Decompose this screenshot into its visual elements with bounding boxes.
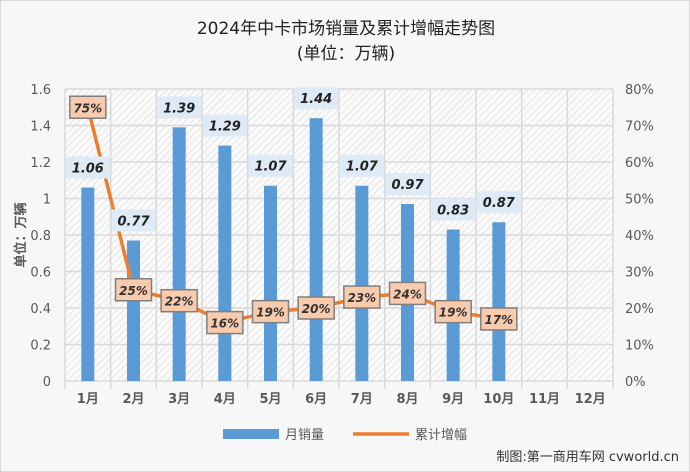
legend-bar-swatch [223, 429, 279, 439]
y-left-tick: 0 [43, 375, 51, 390]
bar-label: 0.97 [391, 178, 424, 193]
y-left-tick: 1 [43, 193, 51, 208]
y-left-tick: 1.6 [30, 83, 51, 98]
line-label: 22% [165, 295, 194, 309]
bar-label-box [476, 191, 521, 214]
bar [355, 185, 369, 381]
chart-title: 2024年中卡市场销量及累计增幅走势图 [196, 19, 496, 39]
bar-label-box [431, 198, 476, 221]
bar-label: 1.07 [346, 160, 379, 175]
bar-label-box [248, 154, 293, 177]
line-label-box [160, 288, 198, 313]
x-tick: 1月 [77, 392, 99, 407]
x-tick: 5月 [259, 392, 281, 407]
line-label: 75% [73, 101, 102, 115]
chart-subtitle: (单位：万辆) [296, 44, 396, 64]
line-label: 19% [256, 306, 285, 320]
bar-label: 1.39 [163, 101, 195, 116]
y-left-tick: 1.2 [30, 156, 51, 171]
line-label: 19% [439, 306, 468, 320]
bar [492, 222, 506, 381]
bar-label: 1.06 [72, 162, 104, 177]
legend-bar-label: 月销量 [285, 428, 324, 443]
bar [218, 145, 232, 381]
line-label-box [297, 296, 335, 320]
bar-label-box [111, 209, 156, 232]
line-label: 16% [210, 317, 239, 331]
legend-line-label: 累计增幅 [415, 428, 467, 443]
x-tick: 10月 [483, 392, 514, 407]
x-tick: 7月 [351, 392, 373, 407]
bar [172, 127, 186, 381]
y-right-tick: 30% [625, 266, 654, 281]
line-label-box [114, 278, 153, 302]
bar-label-box [65, 156, 110, 179]
y-right-tick: 60% [625, 156, 654, 171]
x-tick: 9月 [442, 392, 464, 407]
y-right-tick: 10% [625, 339, 654, 354]
bar-label: 1.07 [254, 160, 287, 175]
line-label: 20% [302, 302, 331, 316]
y-right-tick: 50% [625, 193, 654, 208]
line-label-box [388, 281, 427, 306]
y-axis-label: 单位：万辆 [13, 202, 29, 267]
y-left-tick: 0.8 [30, 229, 51, 244]
bar-label-box [339, 154, 384, 177]
bar-label: 1.44 [300, 92, 332, 107]
line-series [86, 106, 500, 325]
bar [127, 240, 140, 381]
line-label-box [69, 95, 107, 119]
x-tick: 4月 [214, 392, 236, 407]
line-label-box [343, 285, 381, 309]
bar [309, 118, 323, 381]
bar [264, 185, 277, 381]
line-label-box [206, 310, 244, 335]
bar-label: 0.83 [437, 204, 469, 219]
bar-label: 0.77 [117, 214, 150, 229]
y-left-tick: 0.4 [30, 302, 51, 317]
bar-label-box [294, 87, 339, 110]
y-left-tick: 0.2 [30, 339, 51, 354]
bar-label-box [157, 96, 202, 119]
line-label: 24% [393, 287, 422, 301]
y-right-tick: 0% [625, 375, 646, 390]
y-left-tick: 1.4 [30, 120, 51, 135]
x-tick: 8月 [396, 392, 418, 407]
line-label: 23% [347, 291, 376, 305]
line-label-box [480, 307, 518, 331]
y-right-tick: 70% [625, 120, 654, 135]
line-label: 17% [484, 313, 513, 327]
x-tick: 3月 [168, 392, 190, 407]
x-tick: 11月 [529, 392, 560, 407]
credit-text: 制图:第一商用车网 cvworld.cn [496, 450, 679, 465]
y-right-tick: 80% [625, 83, 654, 98]
x-tick: 12月 [575, 392, 606, 407]
line-label: 25% [119, 284, 148, 298]
bar-label-box [202, 114, 247, 137]
y-right-tick: 40% [625, 229, 654, 244]
x-tick: 6月 [305, 392, 327, 407]
line-label-box [251, 299, 290, 324]
y-right-tick: 20% [625, 302, 654, 317]
x-tick: 2月 [122, 392, 144, 407]
bar-label-box [385, 172, 430, 195]
y-left-tick: 0.6 [30, 266, 51, 281]
bar-label: 1.29 [209, 120, 241, 135]
bar [81, 187, 95, 381]
bar-label: 0.87 [483, 196, 516, 211]
line-label-box [434, 299, 472, 324]
